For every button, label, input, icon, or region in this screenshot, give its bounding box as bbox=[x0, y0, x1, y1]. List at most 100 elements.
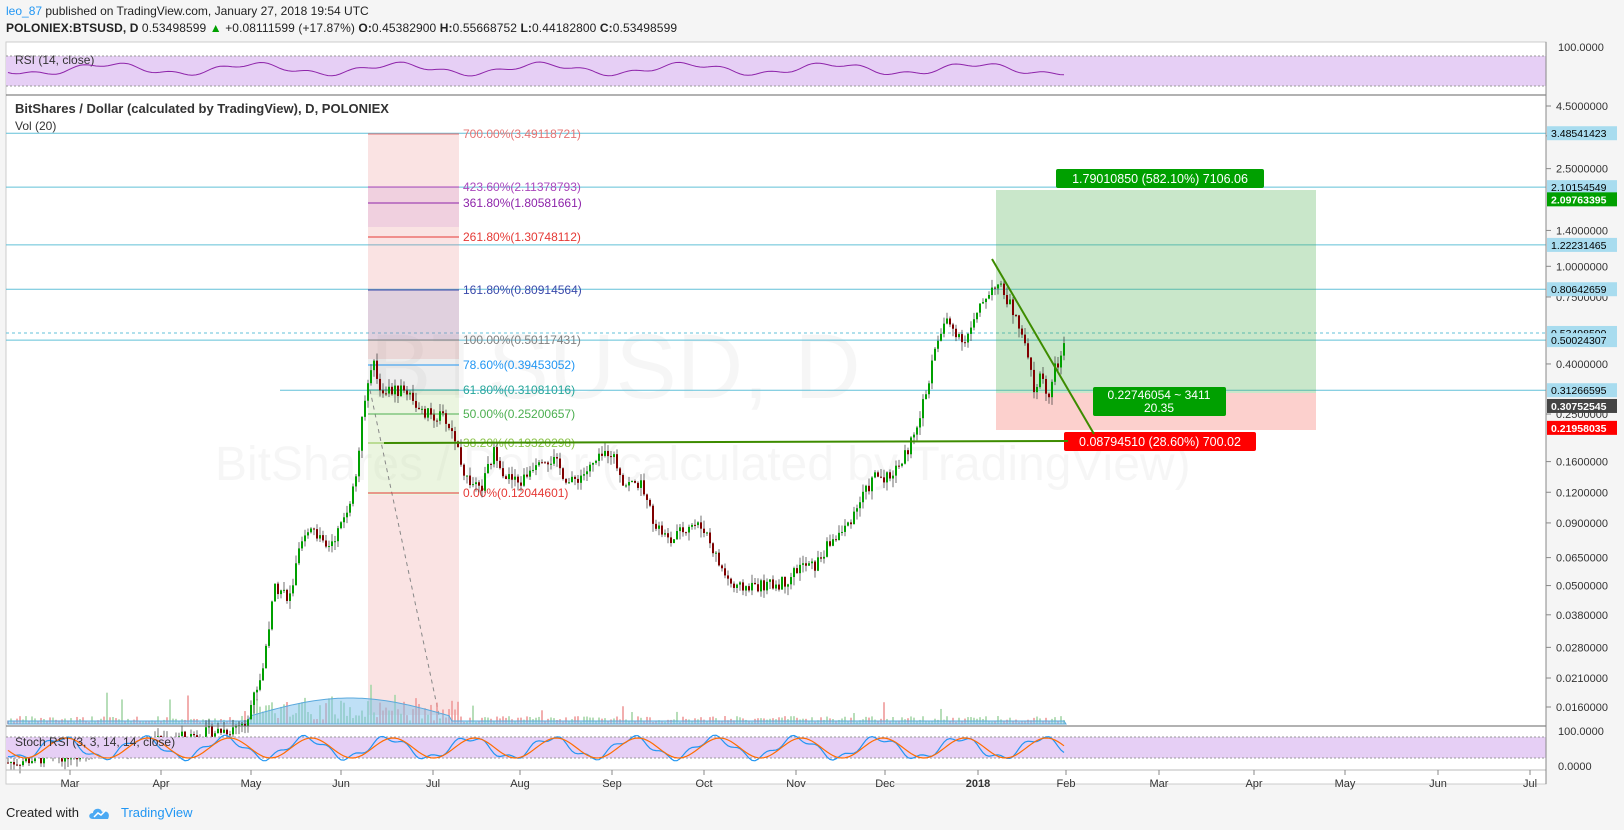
price-tick-label: 0.0210000 bbox=[1556, 673, 1608, 685]
candle-body bbox=[709, 532, 711, 544]
stop-label: 0.08794510 (28.60%) 700.02 bbox=[1079, 435, 1241, 449]
price-change: +0.08111599 (+17.87%) bbox=[225, 21, 355, 35]
candle-body bbox=[919, 418, 921, 428]
tradingview-link[interactable]: TradingView bbox=[120, 805, 193, 820]
candle-body bbox=[193, 733, 195, 736]
candle-body bbox=[430, 408, 432, 415]
candle-body bbox=[640, 480, 642, 488]
candle-body bbox=[583, 474, 585, 476]
candle-body bbox=[841, 531, 843, 533]
support-trendline[interactable] bbox=[383, 440, 1069, 444]
candle-body bbox=[283, 589, 285, 591]
fib-extension[interactable]: 700.00%(3.49118721) 423.60%(2.11378793) 36… bbox=[368, 127, 582, 721]
candle-body bbox=[985, 298, 987, 303]
candle-body bbox=[313, 528, 315, 530]
stoch-k-line bbox=[7, 734, 1065, 762]
candle-body bbox=[1000, 283, 1002, 285]
fib-level-label: 700.00%(3.49118721) bbox=[463, 127, 581, 141]
candle-body bbox=[886, 472, 888, 483]
last-price: 0.53498599 bbox=[141, 21, 207, 35]
candle-body bbox=[523, 474, 525, 486]
candle-body bbox=[301, 541, 303, 549]
candle-body bbox=[724, 568, 726, 576]
candle-body bbox=[448, 423, 450, 429]
price-label-box bbox=[1547, 398, 1617, 413]
candle-body bbox=[940, 333, 942, 341]
open-label: O: bbox=[358, 21, 372, 35]
candle-body bbox=[904, 450, 906, 464]
volume-bar bbox=[538, 716, 540, 724]
candle-body bbox=[847, 522, 849, 526]
candle-body bbox=[481, 485, 483, 491]
candle-body bbox=[316, 529, 318, 539]
candle-body bbox=[538, 462, 540, 466]
long-position-tool[interactable]: 1.79010850 (582.10%) 7106.06 0.22746054 … bbox=[996, 169, 1316, 451]
candle-body bbox=[604, 450, 606, 456]
volume-bar bbox=[460, 716, 462, 724]
candle-body bbox=[628, 481, 630, 486]
author-link[interactable]: leo_87 bbox=[6, 4, 43, 18]
candle-body bbox=[343, 517, 345, 523]
stoch-rsi-pane: Stoch RSI (3, 3, 14, 14, close) bbox=[6, 725, 1546, 762]
candle-body bbox=[766, 581, 768, 591]
candle-body bbox=[853, 511, 855, 525]
candle-body bbox=[310, 528, 312, 533]
candle-body bbox=[61, 756, 63, 762]
time-tick-label: Aug bbox=[510, 778, 530, 790]
candle-body bbox=[883, 477, 885, 483]
price-label-box bbox=[1547, 126, 1617, 141]
candle-body bbox=[226, 729, 228, 735]
candle-body bbox=[16, 764, 18, 766]
volume-bar bbox=[922, 716, 924, 724]
candle-body bbox=[877, 472, 879, 477]
candle-body bbox=[436, 420, 438, 422]
low-value: 0.44182800 bbox=[532, 21, 597, 35]
volume-bar bbox=[997, 716, 999, 724]
candle-body bbox=[643, 480, 645, 495]
candle-body bbox=[742, 582, 744, 591]
candle-body bbox=[451, 428, 453, 432]
candle-body bbox=[778, 584, 780, 590]
candle-body bbox=[559, 458, 561, 469]
main-title: BitShares / Dollar (calculated by Tradin… bbox=[15, 101, 389, 116]
candle-body bbox=[673, 539, 675, 544]
candle-body bbox=[244, 723, 246, 727]
candle-body bbox=[370, 370, 372, 384]
volume-bar bbox=[577, 716, 579, 724]
downtrend-line[interactable] bbox=[991, 258, 1095, 435]
candle-body bbox=[292, 585, 294, 594]
candle-body bbox=[808, 563, 810, 566]
candle-body bbox=[892, 475, 894, 479]
price-label-box bbox=[1547, 383, 1617, 398]
candle-body bbox=[964, 342, 966, 344]
candle-body bbox=[10, 762, 12, 764]
time-tick-label: 2018 bbox=[966, 778, 990, 790]
candle-body bbox=[907, 450, 909, 455]
candle-body bbox=[688, 526, 690, 533]
candle-body bbox=[466, 475, 468, 477]
candle-body bbox=[562, 468, 564, 479]
candle-body bbox=[445, 413, 447, 424]
candle-body bbox=[1039, 373, 1041, 387]
candle-body bbox=[418, 407, 420, 410]
candle-body bbox=[994, 287, 996, 289]
volume-bar bbox=[946, 716, 948, 724]
candle-body bbox=[409, 392, 411, 395]
candle-body bbox=[790, 577, 792, 585]
candle-body bbox=[241, 723, 243, 726]
candle-body bbox=[598, 453, 600, 461]
candle-body bbox=[1048, 393, 1050, 398]
candle-body bbox=[682, 527, 684, 533]
high-value: 0.55668752 bbox=[452, 21, 518, 35]
price-tick-label: 2.5000000 bbox=[1556, 164, 1608, 176]
candle-body bbox=[271, 601, 273, 630]
chart-svg[interactable]: RSI (14, close) BTSUSD, D BitShares / Do… bbox=[0, 40, 1624, 800]
volume-bar bbox=[631, 712, 633, 724]
price-label-box bbox=[1547, 333, 1617, 348]
candle-body bbox=[949, 318, 951, 325]
time-axis[interactable]: Mar Apr May Jun Jul Aug Sep Oct Nov Dec 2018 Feb Mar… bbox=[61, 770, 1538, 790]
candle-body bbox=[946, 318, 948, 324]
chart-area[interactable]: RSI (14, close) BTSUSD, D BitShares / Do… bbox=[0, 40, 1624, 800]
volume-ma bbox=[7, 697, 1067, 725]
entry-label-2: 20.35 bbox=[1144, 401, 1174, 415]
